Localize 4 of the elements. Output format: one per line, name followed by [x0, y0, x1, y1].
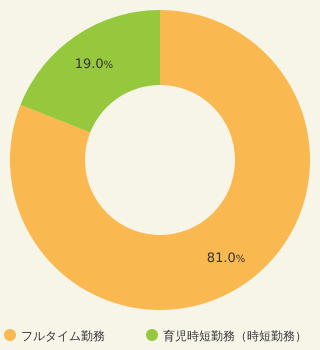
legend-label: 育児時短勤務（時短勤務）: [163, 329, 307, 343]
legend-label: フルタイム勤務: [21, 329, 105, 343]
data-label: 19.0%: [74, 56, 114, 72]
data-label: 81.0%: [206, 251, 246, 266]
